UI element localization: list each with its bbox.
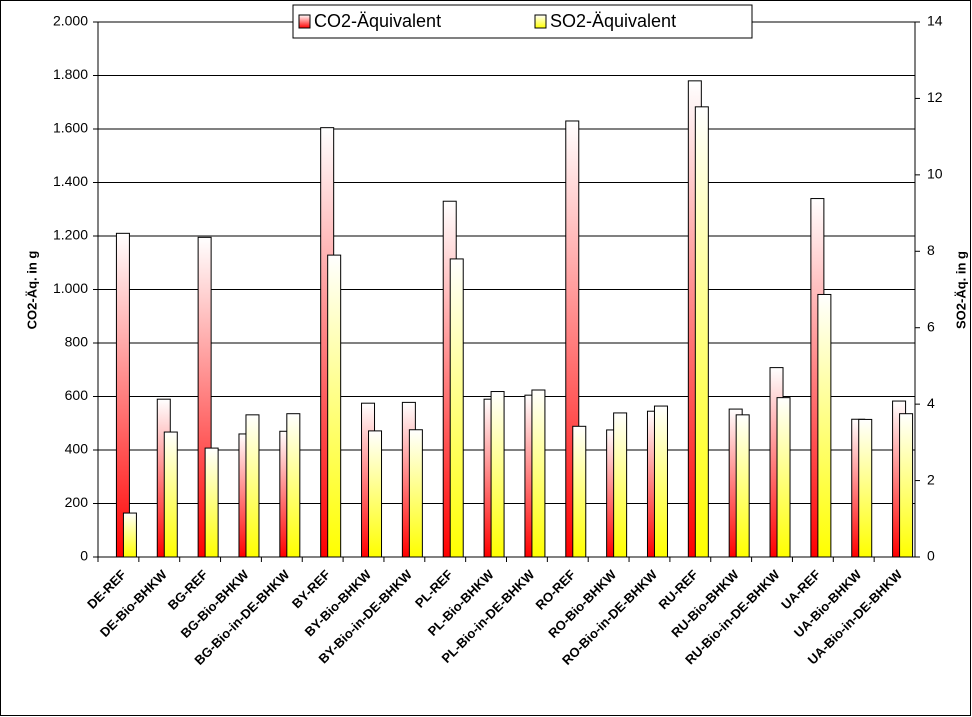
bar <box>286 413 301 558</box>
bar <box>735 414 750 558</box>
y2-tick-label: 10 <box>927 166 943 182</box>
y-tick-label: 600 <box>65 387 89 403</box>
y-axis-title: CO2-Äq. in g <box>24 251 39 330</box>
bar <box>408 429 423 558</box>
bar <box>694 106 709 558</box>
y2-tick-label: 8 <box>927 242 935 258</box>
y2-tick-label: 14 <box>927 13 943 29</box>
bar <box>776 397 791 558</box>
y-tick-label: 1.600 <box>53 120 88 136</box>
bar <box>490 391 505 558</box>
y-tick-label: 2.000 <box>53 13 88 29</box>
bar <box>368 430 383 558</box>
bar <box>572 425 587 558</box>
bar <box>163 431 178 558</box>
bar <box>115 232 130 558</box>
bar <box>899 413 914 558</box>
bar <box>858 418 873 558</box>
y-tick-label: 800 <box>65 334 89 350</box>
y-tick-label: 1.800 <box>53 66 88 82</box>
y2-tick-label: 6 <box>927 318 935 334</box>
y2-tick-label: 2 <box>927 471 935 487</box>
bar <box>653 405 668 558</box>
y-tick-label: 0 <box>80 548 88 564</box>
y-tick-label: 1.200 <box>53 227 88 243</box>
y-tick-label: 1.000 <box>53 280 88 296</box>
bar <box>817 293 832 558</box>
legend-label: CO2-Äquivalent <box>314 11 441 31</box>
y2-tick-label: 4 <box>927 395 935 411</box>
y-tick-label: 200 <box>65 494 89 510</box>
y2-tick-label: 12 <box>927 89 943 105</box>
bar <box>613 412 628 558</box>
bar <box>327 254 342 558</box>
y2-axis-title: SO2-Äq. in g <box>953 251 968 329</box>
legend-swatch <box>298 14 311 29</box>
y2-tick-label: 0 <box>927 548 935 564</box>
legend-box <box>292 4 753 39</box>
legend-swatch <box>534 14 547 29</box>
bar <box>122 512 137 558</box>
legend-label: SO2-Äquivalent <box>550 11 676 31</box>
bar <box>449 258 464 558</box>
y-tick-label: 1.400 <box>53 173 88 189</box>
bar <box>531 389 546 558</box>
bar <box>204 447 219 558</box>
bar <box>245 414 260 558</box>
y-tick-label: 400 <box>65 441 89 457</box>
